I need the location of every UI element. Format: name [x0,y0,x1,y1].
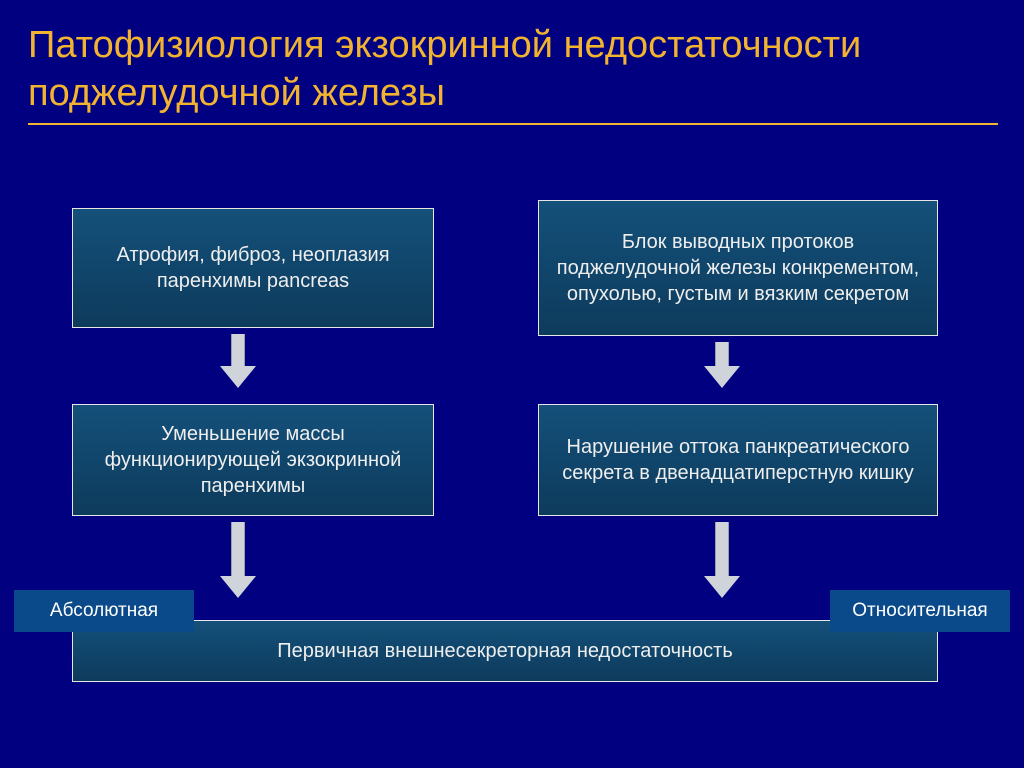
arrow-down-icon [704,522,740,598]
title-text: Патофизиология экзокринной недостаточнос… [28,24,861,114]
tag-absolute: Абсолютная [14,590,194,632]
tag-relative: Относительная [830,590,1010,632]
box-text: Атрофия, фиброз, неоплазия паренхимы pan… [89,242,417,294]
box-primary-insuff: Первичная внешнесекреторная недостаточно… [72,620,938,682]
box-atrophy: Атрофия, фиброз, неоплазия паренхимы pan… [72,208,434,328]
arrow-down-icon [220,334,256,388]
arrow-down-icon [704,342,740,388]
box-text: Уменьшение массы функционирующей экзокри… [89,421,417,499]
tag-text: Относительная [852,600,987,622]
box-duct-block: Блок выводных протоков поджелудочной жел… [538,200,938,336]
box-text: Блок выводных протоков поджелудочной жел… [555,229,921,307]
box-mass-reduction: Уменьшение массы функционирующей экзокри… [72,404,434,516]
tag-text: Абсолютная [50,600,158,622]
box-outflow: Нарушение оттока панкреатического секрет… [538,404,938,516]
box-text: Нарушение оттока панкреатического секрет… [555,434,921,486]
slide-title: Патофизиология экзокринной недостаточнос… [28,22,998,125]
slide: Патофизиология экзокринной недостаточнос… [0,0,1024,768]
box-text: Первичная внешнесекреторная недостаточно… [277,638,733,664]
arrow-down-icon [220,522,256,598]
